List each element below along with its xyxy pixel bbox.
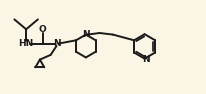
Text: O: O [39,25,46,34]
Text: N: N [141,55,149,64]
Text: N: N [82,30,89,39]
Text: N: N [53,39,60,48]
Text: HN: HN [18,39,34,48]
